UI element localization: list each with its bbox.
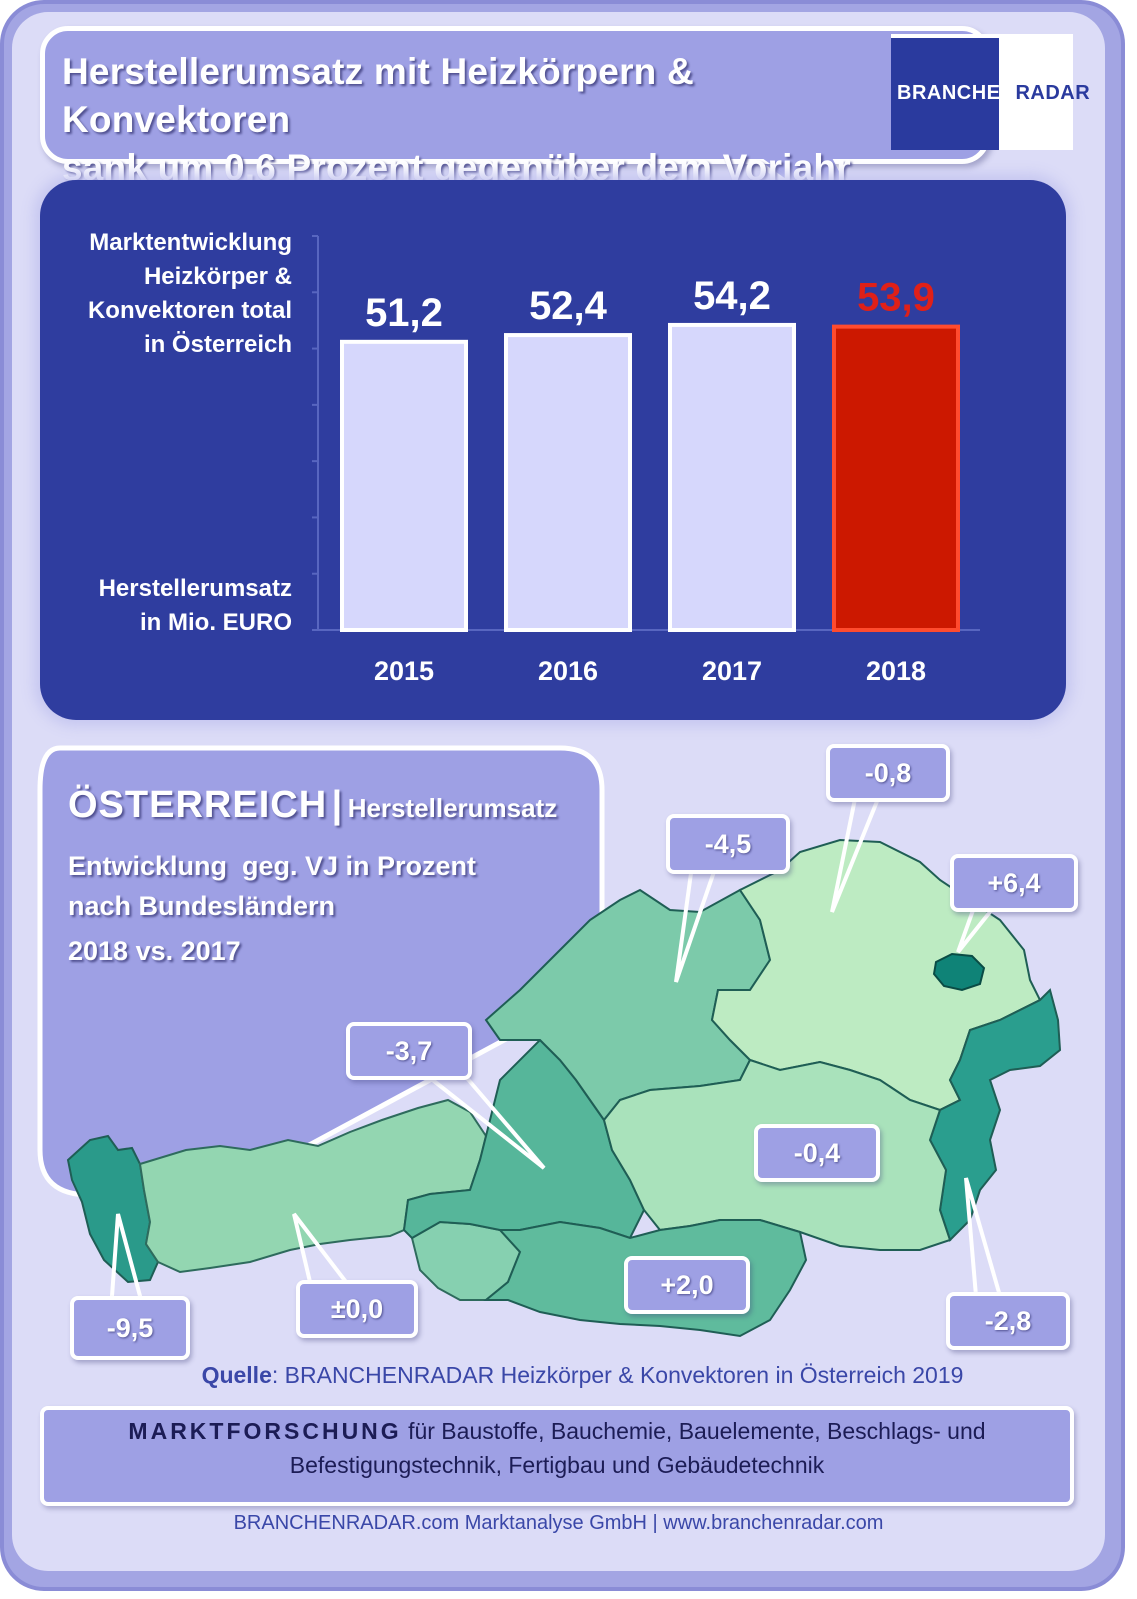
pointer-oberoesterreich [674,864,718,983]
footer-lead: MARKTFORSCHUNG [128,1418,402,1444]
logo-part1: BRANCHEN [897,82,1016,104]
bar-2015 [340,339,468,632]
map-title-main: ÖSTERREICH [68,784,328,826]
chart-bars: 51,2 2015 52,4 2016 54,2 2017 53,9 2018 [340,274,960,686]
bar-2017 [668,322,796,632]
headline-line1: Herstellerumsatz mit Heizkörpern & Konve… [62,51,694,140]
x-tick-label-2018: 2018 [866,656,926,686]
footer-line2: Befestigungstechnik, Fertigbau und Gebäu… [289,1452,825,1478]
value-box-vorarlberg: -9,5 [70,1296,190,1360]
map-title: ÖSTERREICH | Herstellerumsatz [68,784,557,827]
region-wien [932,952,986,992]
map-subtitle: Entwicklung geg. VJ in Prozent nach Bund… [68,846,476,926]
pointer-wien [956,900,1000,954]
logo-part2: RADAR [1015,82,1091,104]
pointer-vorarlberg [110,1213,142,1298]
value-box-salzburg: -3,7 [346,1022,472,1080]
logo-text: BRANCHENRADAR [897,82,1090,105]
map-pointers [110,792,1002,1298]
chart-note-bottom: Herstellerumsatz in Mio. EURO [98,575,292,636]
value-box-tirol: ±0,0 [296,1280,418,1338]
map-subtitle-line2: nach Bundesländern [68,891,336,921]
footer-text: MARKTFORSCHUNG für Baustoffe, Bauchemie,… [40,1414,1074,1482]
data-label-2018: 53,9 [857,276,935,320]
pointer-tirol [292,1212,348,1284]
pointer-niederoesterreich [830,792,882,913]
map-subtitle-line1: Entwicklung geg. VJ in Prozent [68,851,477,881]
value-box-niederoesterreich: -0,8 [826,744,950,802]
value-box-kaernten: +2,0 [624,1256,750,1314]
bar-2018 [832,324,960,632]
value-box-oberoesterreich: -4,5 [666,814,790,874]
value-box-steiermark: -0,4 [754,1124,880,1182]
map-title-separator: | [331,784,344,826]
value-box-wien: +6,4 [950,854,1078,912]
data-label-2016: 52,4 [529,284,608,328]
header-bubble [40,26,990,164]
pointer-burgenland [964,1177,1002,1298]
bar-2016 [504,333,632,632]
x-tick-label-2016: 2016 [538,656,598,686]
bottom-line: BRANCHENRADAR.com Marktanalyse GmbH | ww… [233,1512,884,1534]
brand-logo: BRANCHENRADAR [891,34,1090,150]
source-text: : BRANCHENRADAR Heizkörper & Konvektoren… [271,1362,964,1388]
data-label-2015: 51,2 [365,291,443,335]
x-tick-label-2015: 2015 [374,656,434,686]
data-label-2017: 54,2 [693,274,771,318]
x-tick-label-2017: 2017 [702,656,762,686]
map-title-suffix: Herstellerumsatz [347,793,558,823]
map-period: 2018 vs. 2017 [68,936,241,966]
footer-line1: für Baustoffe, Bauchemie, Bauelemente, B… [401,1418,986,1444]
pointer-salzburg [418,1068,546,1170]
value-box-burgenland: -2,8 [946,1292,1070,1350]
source-label: Quelle [201,1362,272,1388]
chart-note-top: Marktentwicklung Heizkörper & Konvektore… [87,229,292,358]
footer-box [40,1406,1074,1506]
source-line: Quelle: BRANCHENRADAR Heizkörper & Konve… [0,1362,1137,1389]
logo-square [891,38,999,150]
